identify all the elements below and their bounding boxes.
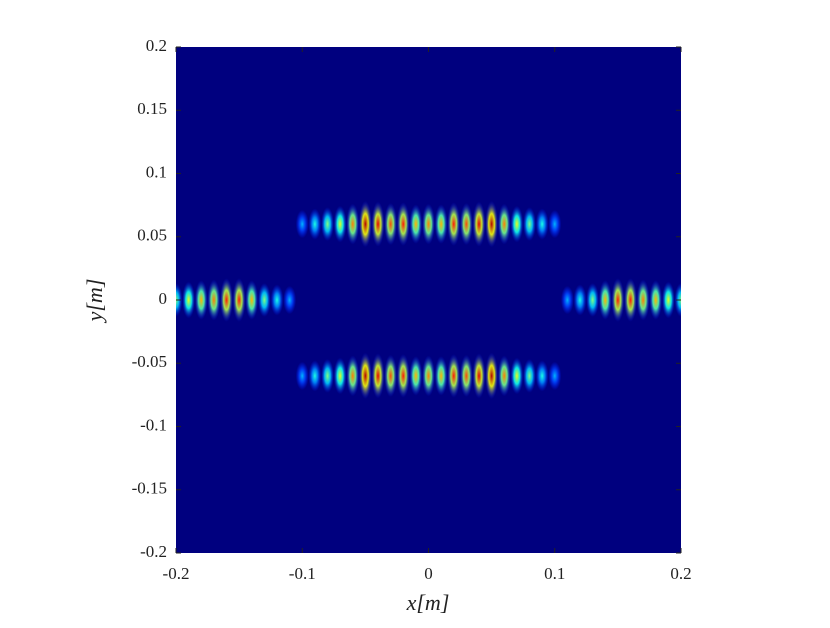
field-spot [485,200,499,248]
field-spot [396,354,410,398]
field-spot [586,283,600,317]
field-spot [358,352,372,400]
field-spot [295,361,309,391]
field-spot [624,278,637,322]
field-spot [560,285,574,315]
field-spot [447,354,461,398]
field-spot [409,204,423,244]
field-spot [194,280,208,320]
field-spot [535,208,549,240]
field-spot [321,207,334,242]
field-spot [598,280,612,320]
y-tick-label: 0.15 [137,99,167,118]
field-spot [548,209,562,239]
field-spot [434,204,448,244]
field-spot [523,358,536,393]
field-spot [422,355,435,397]
field-spot [182,281,196,319]
y-tick-label: 0 [159,289,168,308]
field-spot [497,203,511,245]
field-spot [220,278,233,322]
field-spot [384,202,398,246]
field-spot [308,208,322,240]
field-spot [207,279,221,321]
field-spot [346,203,360,245]
field-spot [497,355,511,397]
y-tick-label: 0.2 [146,36,167,55]
field-spot [459,354,473,398]
field-spot [636,279,650,321]
field-spot [510,357,524,395]
field-spot [346,355,360,397]
field-spot [535,360,549,392]
x-axis-label: x[m] [406,590,450,615]
field-spot [409,356,423,396]
x-tick-label: 0.2 [670,564,691,583]
field-spot [308,360,322,392]
field-spot [321,358,334,393]
field-spot [257,283,271,317]
field-spot [472,353,486,399]
field-spot [358,200,372,248]
field-spot [573,284,587,316]
field-spot [333,357,347,395]
field-spot [333,205,347,243]
x-tick-label: 0 [424,564,433,583]
x-tick-label: -0.1 [289,564,316,583]
field-spot [371,353,385,399]
field-spot [447,202,461,247]
field-spot [661,281,675,319]
field-spot [485,352,499,400]
x-tick-label: -0.2 [163,564,190,583]
field-spot [472,201,486,247]
field-spot [510,205,524,243]
x-tick-label: 0.1 [544,564,565,583]
field-spot [611,278,625,322]
field-spot [245,280,259,320]
field-spot [434,356,448,396]
y-tick-label: -0.05 [132,352,167,371]
field-spot [459,202,473,246]
field-spot [283,285,297,315]
field-spot [523,207,536,242]
field-spot [548,361,562,391]
y-tick-label: -0.15 [132,479,167,498]
field-spot [422,203,435,245]
field-spot [295,209,309,239]
field-spot [396,202,410,247]
heatmap-layer [176,200,681,400]
y-tick-label: 0.05 [137,226,167,245]
y-tick-label: 0.1 [146,162,167,181]
y-axis-label: y[m] [82,279,107,324]
y-tick-label: -0.2 [140,542,167,561]
y-tick-label: -0.1 [140,415,167,434]
field-spot [232,278,246,322]
field-spot [649,280,663,320]
field-spot [270,284,284,316]
field-spot [384,354,398,398]
field-spot [371,201,385,247]
